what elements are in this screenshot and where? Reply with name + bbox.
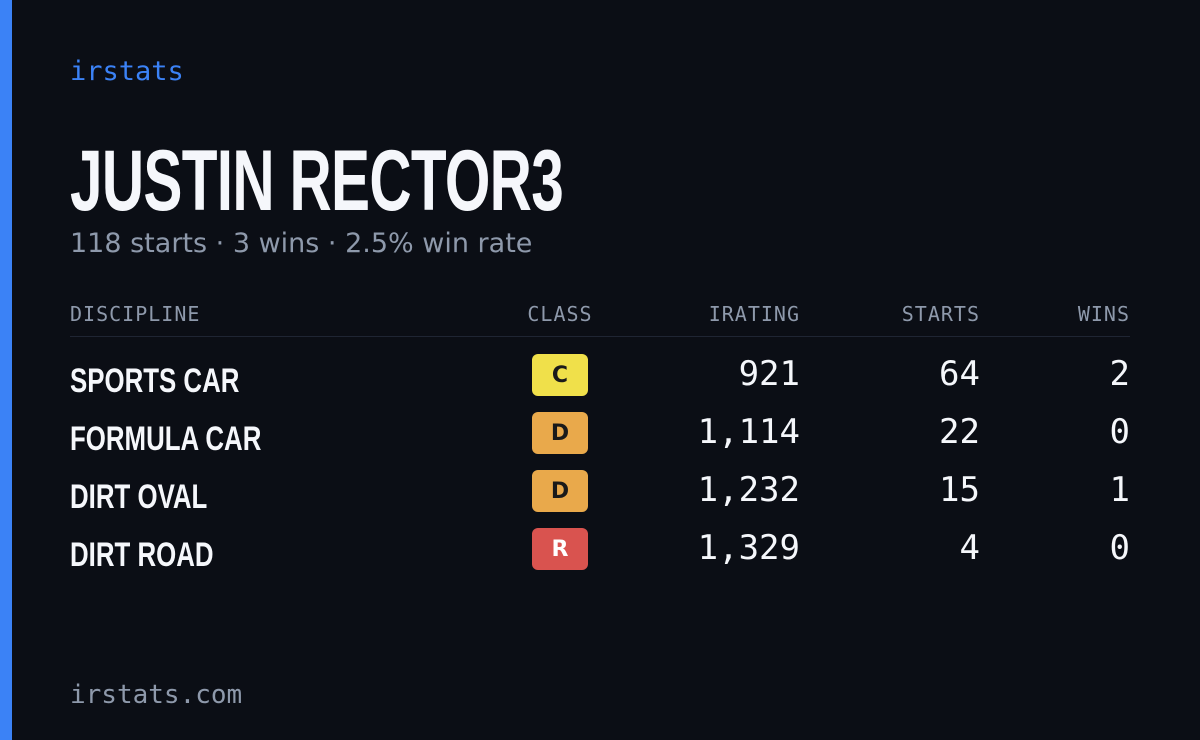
accent-bar <box>0 0 12 740</box>
column-header: IRATING <box>708 302 800 326</box>
column-header: WINS <box>1077 302 1130 326</box>
subtitle: 118 starts · 3 wins · 2.5% win rate <box>70 228 533 259</box>
class-badge: C <box>532 354 588 396</box>
wins: 0 <box>1109 528 1130 568</box>
irating: 1,232 <box>697 470 800 510</box>
starts: 64 <box>939 354 980 394</box>
class-badge: R <box>532 528 588 570</box>
discipline-name: FORMULA CAR <box>70 420 262 458</box>
class-badge: D <box>532 412 588 454</box>
column-header: CLASS <box>527 302 593 326</box>
discipline-name: DIRT ROAD <box>70 536 214 574</box>
irating: 1,114 <box>697 412 800 452</box>
starts: 22 <box>939 412 980 452</box>
column-header: STARTS <box>901 302 980 326</box>
brand: irstats <box>70 56 184 87</box>
footer-site: irstats.com <box>70 680 243 710</box>
irating: 1,329 <box>697 528 800 568</box>
discipline-name: SPORTS CAR <box>70 362 240 400</box>
column-header: DISCIPLINE <box>70 302 201 326</box>
class-badge: D <box>532 470 588 512</box>
irating: 921 <box>738 354 800 394</box>
wins: 1 <box>1109 470 1130 510</box>
wins: 0 <box>1109 412 1130 452</box>
title: JUSTIN RECTOR3 <box>70 133 564 229</box>
header-rule <box>70 336 1130 337</box>
discipline-name: DIRT OVAL <box>70 478 208 516</box>
starts: 15 <box>939 470 980 510</box>
starts: 4 <box>959 528 980 568</box>
wins: 2 <box>1109 354 1130 394</box>
